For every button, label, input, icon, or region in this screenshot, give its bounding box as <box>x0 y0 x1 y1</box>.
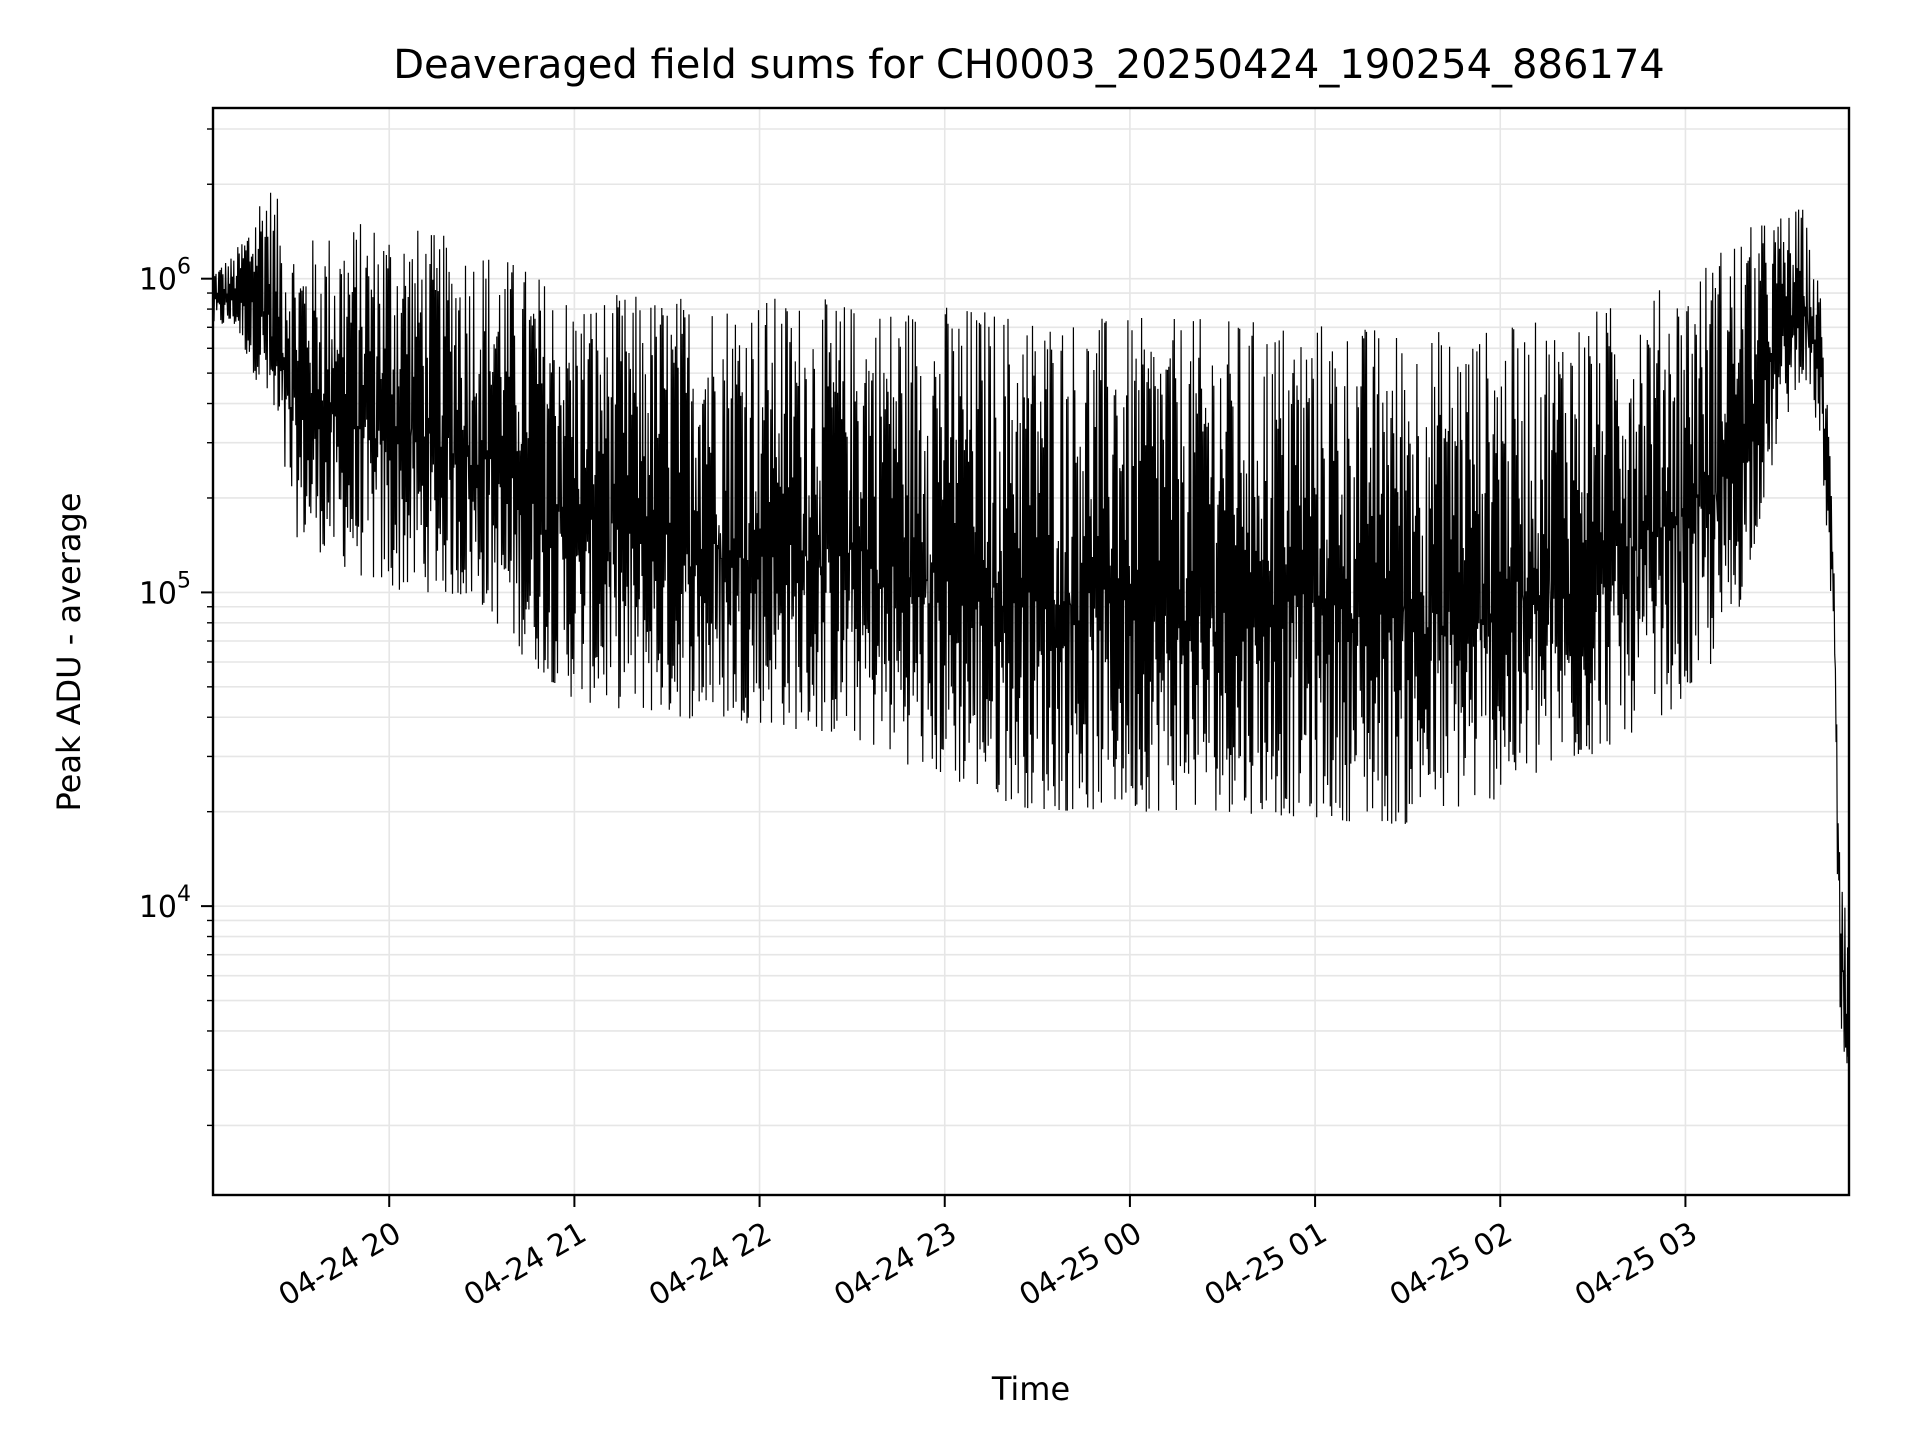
x-tick-label: 04-25 03 <box>1569 1216 1703 1314</box>
plot-frame <box>211 106 1851 1197</box>
chart-title: Deaveraged field sums for CH0003_2025042… <box>393 42 1665 88</box>
x-tick-label: 04-24 21 <box>458 1216 592 1314</box>
x-axis-label: Time <box>991 1370 1070 1408</box>
y-tick-label: 106 <box>139 255 191 298</box>
x-tick-label: 04-24 22 <box>643 1216 777 1314</box>
y-tick-label: 104 <box>139 882 191 925</box>
x-axis-ticks: 04-24 20 04-24 21 04-24 22 04-24 23 04-25 00… <box>273 1195 1703 1314</box>
y-axis-label: Peak ADU - average <box>50 493 88 812</box>
x-tick-label: 04-24 20 <box>273 1216 407 1314</box>
series-line <box>212 192 1850 1064</box>
y-tick-label: 105 <box>139 568 191 611</box>
x-tick-label: 04-25 02 <box>1384 1216 1518 1314</box>
x-tick-label: 04-24 23 <box>828 1216 962 1314</box>
x-tick-label: 04-25 00 <box>1014 1216 1148 1314</box>
y-axis-ticks: 104 105 106 <box>139 128 213 1127</box>
x-tick-label: 04-25 01 <box>1199 1216 1333 1314</box>
